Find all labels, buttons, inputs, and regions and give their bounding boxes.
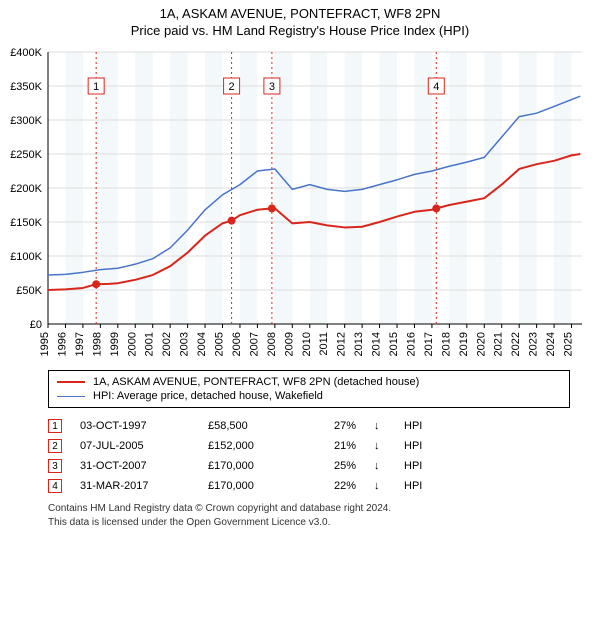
transaction-pct: 25% xyxy=(306,460,356,472)
transaction-hpi-label: HPI xyxy=(404,460,434,472)
legend-label: 1A, ASKAM AVENUE, PONTEFRACT, WF8 2PN (d… xyxy=(93,376,419,388)
footer-line1: Contains HM Land Registry data © Crown c… xyxy=(48,502,570,516)
svg-text:1995: 1995 xyxy=(39,332,51,356)
svg-text:2023: 2023 xyxy=(528,332,540,356)
svg-text:2011: 2011 xyxy=(318,332,330,356)
svg-text:1997: 1997 xyxy=(74,332,86,356)
transaction-hpi-label: HPI xyxy=(404,440,434,452)
svg-text:2020: 2020 xyxy=(475,332,487,356)
legend-swatch xyxy=(57,381,85,383)
svg-text:£200K: £200K xyxy=(10,183,42,195)
transaction-hpi-label: HPI xyxy=(404,420,434,432)
svg-text:2008: 2008 xyxy=(266,332,278,356)
svg-text:2: 2 xyxy=(229,81,235,93)
svg-text:3: 3 xyxy=(269,81,275,93)
transaction-pct: 22% xyxy=(306,480,356,492)
transaction-price: £58,500 xyxy=(208,420,288,432)
svg-text:4: 4 xyxy=(433,81,439,93)
svg-text:2017: 2017 xyxy=(423,332,435,356)
transaction-pct: 27% xyxy=(306,420,356,432)
svg-text:1999: 1999 xyxy=(109,332,121,356)
svg-text:1: 1 xyxy=(93,81,99,93)
transactions-table: 1 03-OCT-1997 £58,500 27% ↓ HPI 2 07-JUL-2005 £1… xyxy=(48,416,570,496)
legend-row: 1A, ASKAM AVENUE, PONTEFRACT, WF8 2PN (d… xyxy=(57,375,561,389)
transaction-date: 07-JUL-2005 xyxy=(80,440,190,452)
svg-text:2009: 2009 xyxy=(283,332,295,356)
transaction-row: 1 03-OCT-1997 £58,500 27% ↓ HPI xyxy=(48,416,570,436)
down-arrow-icon: ↓ xyxy=(374,480,386,492)
transaction-date: 31-OCT-2007 xyxy=(80,460,190,472)
svg-text:£350K: £350K xyxy=(10,81,42,93)
footer-line2: This data is licensed under the Open Gov… xyxy=(48,516,570,530)
transaction-row: 4 31-MAR-2017 £170,000 22% ↓ HPI xyxy=(48,476,570,496)
svg-text:£250K: £250K xyxy=(10,149,42,161)
down-arrow-icon: ↓ xyxy=(374,460,386,472)
svg-text:2006: 2006 xyxy=(231,332,243,356)
svg-text:2016: 2016 xyxy=(405,332,417,356)
svg-text:2000: 2000 xyxy=(126,332,138,356)
svg-text:£0: £0 xyxy=(30,319,42,331)
svg-text:2001: 2001 xyxy=(144,332,156,356)
svg-text:2007: 2007 xyxy=(248,332,260,356)
legend-label: HPI: Average price, detached house, Wake… xyxy=(93,390,323,402)
transaction-marker: 4 xyxy=(48,479,62,493)
transaction-marker: 2 xyxy=(48,439,62,453)
svg-text:£100K: £100K xyxy=(10,251,42,263)
legend-swatch xyxy=(57,396,85,397)
svg-text:2002: 2002 xyxy=(161,332,173,356)
svg-text:£150K: £150K xyxy=(10,217,42,229)
title-main: 1A, ASKAM AVENUE, PONTEFRACT, WF8 2PN xyxy=(0,6,600,21)
svg-text:1998: 1998 xyxy=(91,332,103,356)
transaction-date: 03-OCT-1997 xyxy=(80,420,190,432)
svg-text:£300K: £300K xyxy=(10,115,42,127)
legend-row: HPI: Average price, detached house, Wake… xyxy=(57,389,561,403)
page-root: 1A, ASKAM AVENUE, PONTEFRACT, WF8 2PN Pr… xyxy=(0,0,600,620)
svg-text:£400K: £400K xyxy=(10,47,42,59)
svg-text:2005: 2005 xyxy=(214,332,226,356)
chart-titles: 1A, ASKAM AVENUE, PONTEFRACT, WF8 2PN Pr… xyxy=(0,0,600,42)
svg-text:2025: 2025 xyxy=(563,332,575,356)
svg-text:2014: 2014 xyxy=(371,332,383,356)
transaction-row: 3 31-OCT-2007 £170,000 25% ↓ HPI xyxy=(48,456,570,476)
down-arrow-icon: ↓ xyxy=(374,420,386,432)
transaction-price: £170,000 xyxy=(208,460,288,472)
down-arrow-icon: ↓ xyxy=(374,440,386,452)
svg-text:1996: 1996 xyxy=(56,332,68,356)
svg-text:2004: 2004 xyxy=(196,332,208,356)
title-sub: Price paid vs. HM Land Registry's House … xyxy=(0,23,600,38)
transaction-price: £170,000 xyxy=(208,480,288,492)
svg-text:£50K: £50K xyxy=(16,285,42,297)
svg-text:2010: 2010 xyxy=(301,332,313,356)
legend: 1A, ASKAM AVENUE, PONTEFRACT, WF8 2PN (d… xyxy=(48,370,570,408)
svg-text:2018: 2018 xyxy=(440,332,452,356)
transaction-price: £152,000 xyxy=(208,440,288,452)
chart-svg: £0 £50K £100K £150K £200K £250K £300K £350K £400… xyxy=(2,46,592,364)
transaction-hpi-label: HPI xyxy=(404,480,434,492)
svg-text:2021: 2021 xyxy=(493,332,505,356)
chart-area: £0 £50K £100K £150K £200K £250K £300K £350K £400… xyxy=(2,46,592,364)
transaction-pct: 21% xyxy=(306,440,356,452)
transaction-date: 31-MAR-2017 xyxy=(80,480,190,492)
footer: Contains HM Land Registry data © Crown c… xyxy=(48,502,570,529)
svg-text:2003: 2003 xyxy=(179,332,191,356)
svg-text:2012: 2012 xyxy=(336,332,348,356)
transaction-marker: 3 xyxy=(48,459,62,473)
svg-text:2015: 2015 xyxy=(388,332,400,356)
transaction-marker: 1 xyxy=(48,419,62,433)
svg-text:2019: 2019 xyxy=(458,332,470,356)
svg-text:2024: 2024 xyxy=(545,332,557,356)
transaction-row: 2 07-JUL-2005 £152,000 21% ↓ HPI xyxy=(48,436,570,456)
svg-text:2013: 2013 xyxy=(353,332,365,356)
svg-text:2022: 2022 xyxy=(510,332,522,356)
